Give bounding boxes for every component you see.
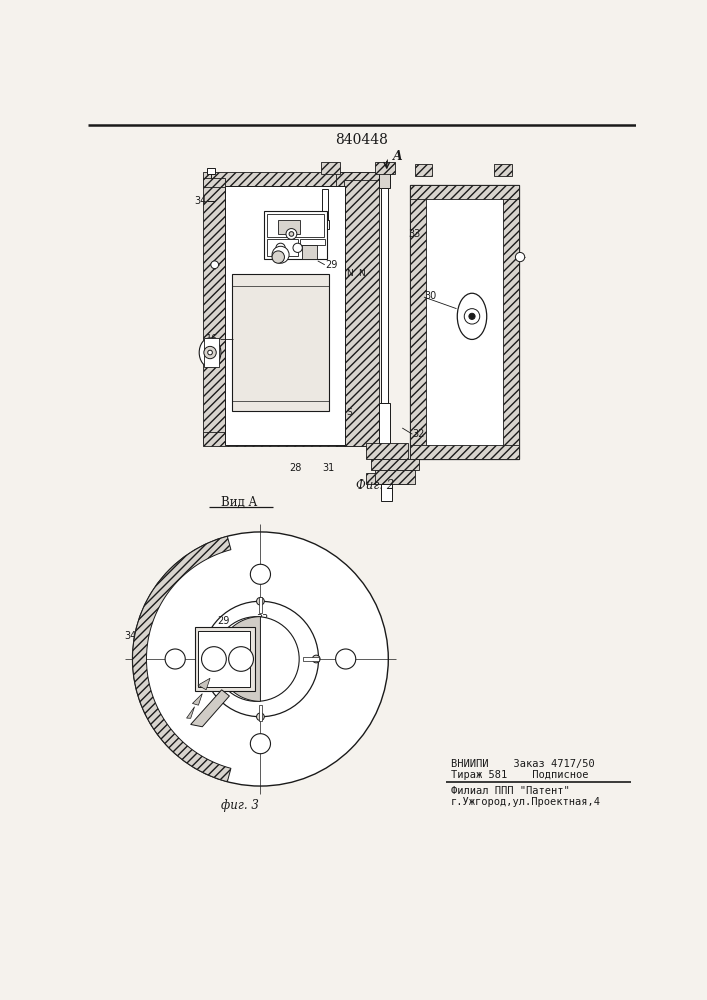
Text: 840448: 840448 [336, 133, 388, 147]
Bar [410, 185, 518, 199]
Polygon shape [192, 694, 202, 705]
Bar [259, 705, 262, 721]
Bar [204, 338, 219, 367]
Circle shape [211, 261, 218, 269]
Text: N: N [358, 269, 365, 278]
Bar [303, 657, 319, 661]
Circle shape [464, 309, 480, 324]
Bar [321, 162, 340, 174]
Text: Тираж 581    Подписное: Тираж 581 Подписное [451, 770, 588, 780]
Text: 29: 29 [217, 615, 229, 626]
Bar [337, 172, 389, 186]
Circle shape [202, 601, 319, 717]
Bar [379, 172, 390, 188]
Bar [203, 182, 225, 443]
Text: 33: 33 [409, 229, 421, 239]
Circle shape [286, 229, 297, 239]
Bar [503, 185, 518, 459]
Bar [300, 239, 325, 245]
Text: фиг. 3: фиг. 3 [221, 799, 259, 812]
Text: S: S [346, 408, 352, 417]
Circle shape [257, 713, 264, 721]
Bar [337, 432, 389, 446]
Bar [410, 185, 518, 459]
Circle shape [214, 617, 299, 701]
Polygon shape [133, 536, 231, 782]
Bar [203, 172, 385, 186]
Bar [321, 220, 329, 229]
Circle shape [289, 232, 293, 236]
Circle shape [272, 251, 284, 263]
Bar [194, 627, 255, 691]
Bar [199, 631, 250, 687]
Bar [410, 185, 426, 459]
Bar [267, 214, 324, 237]
Circle shape [336, 649, 356, 669]
Bar [301, 245, 317, 259]
Text: 34: 34 [124, 631, 136, 641]
Bar [232, 274, 329, 411]
Ellipse shape [199, 338, 221, 367]
Bar [381, 484, 392, 495]
Bar [375, 470, 416, 484]
Circle shape [515, 252, 525, 262]
Bar [203, 178, 225, 187]
Bar [494, 164, 512, 176]
Text: 16: 16 [206, 334, 218, 344]
Circle shape [272, 246, 289, 263]
Ellipse shape [457, 293, 486, 339]
Bar [371, 459, 419, 470]
Bar [381, 484, 392, 501]
Polygon shape [191, 690, 230, 727]
Bar [379, 459, 395, 473]
Bar [225, 186, 345, 445]
Circle shape [469, 313, 475, 319]
Circle shape [257, 597, 264, 605]
Bar [279, 220, 300, 234]
Text: 32: 32 [412, 429, 425, 439]
Text: 30: 30 [424, 291, 436, 301]
Text: A: A [393, 150, 403, 163]
Bar [410, 445, 518, 459]
Bar [381, 188, 387, 403]
Circle shape [204, 346, 216, 359]
Bar [267, 239, 298, 256]
Circle shape [250, 564, 271, 584]
Bar [375, 162, 395, 174]
Bar [416, 164, 433, 176]
Circle shape [165, 649, 185, 669]
Polygon shape [187, 707, 194, 718]
Polygon shape [198, 678, 210, 690]
Circle shape [276, 243, 285, 252]
Circle shape [312, 655, 320, 663]
Bar [203, 432, 385, 446]
Circle shape [132, 532, 388, 786]
Bar [344, 180, 379, 446]
Circle shape [250, 734, 271, 754]
Bar [264, 211, 327, 259]
Circle shape [208, 350, 212, 355]
Text: 33: 33 [257, 614, 269, 624]
Text: Фиг. 2: Фиг. 2 [356, 479, 395, 492]
Polygon shape [218, 617, 260, 701]
Bar [379, 403, 390, 446]
Text: ВНИИПИ    Заказ 4717/50: ВНИИПИ Заказ 4717/50 [451, 759, 595, 769]
Circle shape [201, 647, 226, 671]
Text: N: N [346, 269, 353, 278]
Circle shape [293, 243, 303, 252]
Text: 29: 29 [325, 260, 338, 270]
Text: 34: 34 [194, 196, 206, 206]
Text: 28: 28 [289, 463, 301, 473]
Bar [366, 443, 409, 459]
Bar [259, 597, 262, 613]
Text: Вид A: Вид A [221, 496, 257, 509]
Bar [366, 473, 409, 484]
Text: Филиал ППП "Патент": Филиал ППП "Патент" [451, 786, 570, 796]
Bar [322, 189, 328, 220]
Circle shape [228, 647, 253, 671]
Bar [207, 168, 215, 174]
Text: г.Ужгород,ул.Проектная,4: г.Ужгород,ул.Проектная,4 [451, 797, 601, 807]
Text: 31: 31 [322, 463, 334, 473]
